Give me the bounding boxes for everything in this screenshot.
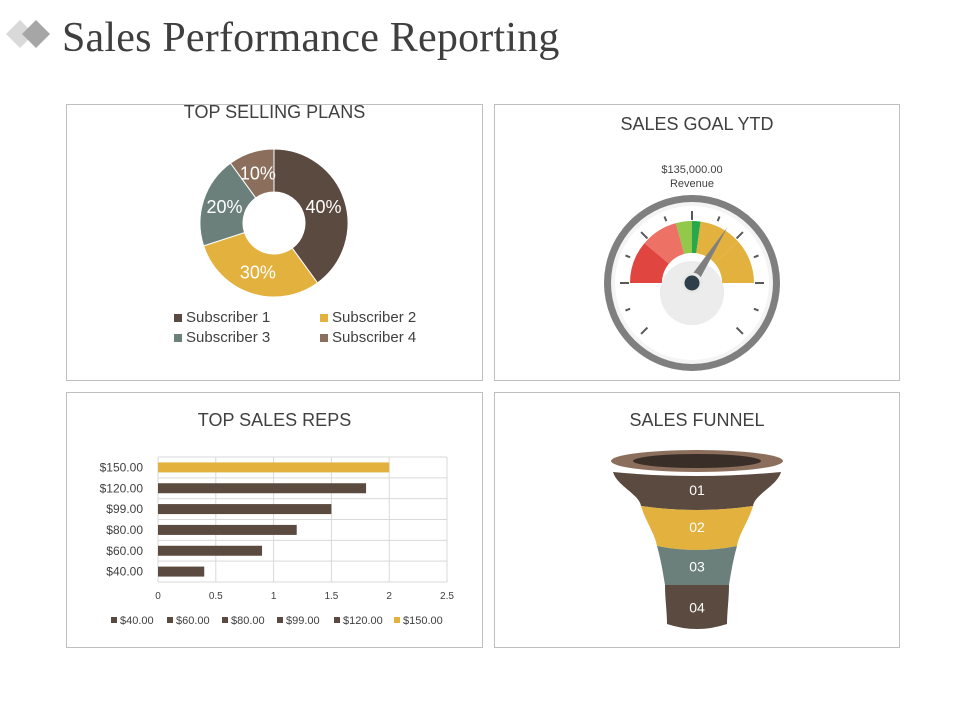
bar-1 bbox=[158, 462, 390, 473]
top-sales-reps-title: TOP SALES REPS bbox=[197, 410, 352, 430]
bar-legend-swatch bbox=[277, 617, 283, 623]
bar-legend-label: $150.00 bbox=[403, 615, 443, 627]
legend-swatch-1 bbox=[174, 314, 182, 322]
bar-category-label: $60.00 bbox=[106, 544, 143, 558]
page-title: Sales Performance Reporting bbox=[62, 15, 560, 61]
legend-label-1: Subscriber 1 bbox=[186, 309, 270, 326]
funnel-stage-label-1: 01 bbox=[689, 482, 705, 498]
gauge-band-4 bbox=[692, 221, 701, 254]
gauge-tick bbox=[625, 254, 631, 259]
donut-chart: 40% 30% 20% 10% Subscriber 1 Subscriber 2 Sub… bbox=[174, 148, 416, 346]
gauge-tick bbox=[716, 216, 721, 222]
bar-category-label: $150.00 bbox=[100, 460, 144, 474]
bar-5 bbox=[158, 545, 263, 556]
gauge-tick bbox=[735, 326, 744, 335]
bar-category-label: $80.00 bbox=[106, 523, 143, 537]
funnel-chart: 01 02 03 04 bbox=[611, 450, 783, 629]
gauge-tick bbox=[663, 216, 668, 222]
gauge-tick bbox=[640, 326, 649, 335]
gauge-sub-label: Revenue bbox=[670, 178, 714, 190]
legend-swatch-3 bbox=[174, 334, 182, 342]
legend-label-4: Subscriber 4 bbox=[332, 329, 416, 346]
bar-legend-label: $99.00 bbox=[286, 615, 320, 627]
legend-label-2: Subscriber 2 bbox=[332, 309, 416, 326]
funnel-stage-2 bbox=[641, 506, 753, 550]
gauge-value-label: $135,000.00 bbox=[661, 164, 722, 176]
bar-3 bbox=[158, 504, 332, 515]
donut-slice-4 bbox=[229, 148, 275, 199]
funnel-stage-label-2: 02 bbox=[689, 519, 705, 535]
donut-slice-label-2: 30% bbox=[240, 262, 276, 282]
legend-swatch-4 bbox=[320, 334, 328, 342]
bar-legend-label: $60.00 bbox=[176, 615, 210, 627]
gauge-tick bbox=[753, 307, 759, 312]
gauge-hub bbox=[681, 272, 703, 294]
gauge-band-3 bbox=[675, 221, 692, 255]
gauge-band-6 bbox=[714, 241, 754, 283]
top-sales-reps-panel: TOP SALES REPS $150.00 $120.00 $99.00 $80.0… bbox=[66, 392, 483, 648]
bar-chart: $150.00 $120.00 $99.00 $80.00 $60.00 $40.00 0… bbox=[100, 456, 454, 627]
bar-2 bbox=[158, 483, 367, 494]
sales-goal-ytd-panel: SALES GOAL YTD $135,000.00 Revenue bbox=[494, 104, 900, 381]
bar-category-label: $120.00 bbox=[100, 481, 144, 495]
bar-6 bbox=[158, 566, 205, 577]
bar-xtick-label: 0.5 bbox=[209, 591, 223, 602]
gauge-chart: $135,000.00 Revenue bbox=[604, 164, 780, 371]
donut-slice-label-4: 10% bbox=[240, 164, 276, 184]
top-selling-plans-panel: TOP SELLING PLANS 40% 30% 20% 10% Subscribe… bbox=[66, 102, 483, 381]
funnel-stage-4 bbox=[665, 585, 729, 629]
donut-slice-2 bbox=[202, 231, 319, 298]
funnel-stage-3 bbox=[657, 546, 737, 589]
bar-legend-label: $40.00 bbox=[120, 615, 154, 627]
donut-slice-label-1: 40% bbox=[305, 197, 341, 217]
bar-4 bbox=[158, 524, 297, 535]
bar-legend-swatch bbox=[222, 617, 228, 623]
sales-goal-ytd-title: SALES GOAL YTD bbox=[620, 114, 774, 134]
logo-diamonds-icon bbox=[6, 20, 50, 48]
bar-xtick-label: 2.5 bbox=[440, 591, 454, 602]
legend-swatch-2 bbox=[320, 314, 328, 322]
bar-xtick-label: 0 bbox=[155, 591, 161, 602]
bar-legend-label: $120.00 bbox=[343, 615, 383, 627]
funnel-rim-opening bbox=[633, 454, 761, 468]
bar-category-label: $99.00 bbox=[106, 502, 143, 516]
gauge-band-2 bbox=[644, 223, 685, 264]
sales-funnel-panel: SALES FUNNEL 01 02 03 04 bbox=[494, 392, 900, 648]
donut-slice-label-3: 20% bbox=[207, 197, 243, 217]
gauge-dial bbox=[604, 195, 780, 371]
bar-category-label: $40.00 bbox=[106, 565, 143, 579]
legend-label-3: Subscriber 3 bbox=[186, 329, 270, 346]
donut-slice-1 bbox=[273, 148, 349, 284]
bar-legend-swatch bbox=[111, 617, 117, 623]
funnel-stage-label-4: 04 bbox=[689, 600, 705, 616]
sales-funnel-title: SALES FUNNEL bbox=[629, 410, 765, 430]
funnel-stage-label-3: 03 bbox=[689, 559, 705, 575]
gauge-band-1 bbox=[630, 243, 670, 283]
gauge-tick bbox=[625, 307, 631, 312]
bar-xtick-label: 1 bbox=[271, 591, 277, 602]
bar-legend-swatch bbox=[167, 617, 173, 623]
bar-xtick-label: 2 bbox=[386, 591, 392, 602]
bar-legend-swatch bbox=[394, 617, 400, 623]
bar-legend-swatch bbox=[334, 617, 340, 623]
gauge-needle bbox=[687, 227, 728, 286]
top-selling-plans-title: TOP SELLING PLANS bbox=[183, 102, 366, 122]
gauge-tick bbox=[735, 231, 744, 240]
bar-xtick-label: 1.5 bbox=[324, 591, 338, 602]
gauge-tick bbox=[753, 254, 759, 259]
bar-legend-label: $80.00 bbox=[231, 615, 265, 627]
funnel-stage-1 bbox=[613, 472, 781, 510]
gauge-tick bbox=[640, 231, 649, 240]
